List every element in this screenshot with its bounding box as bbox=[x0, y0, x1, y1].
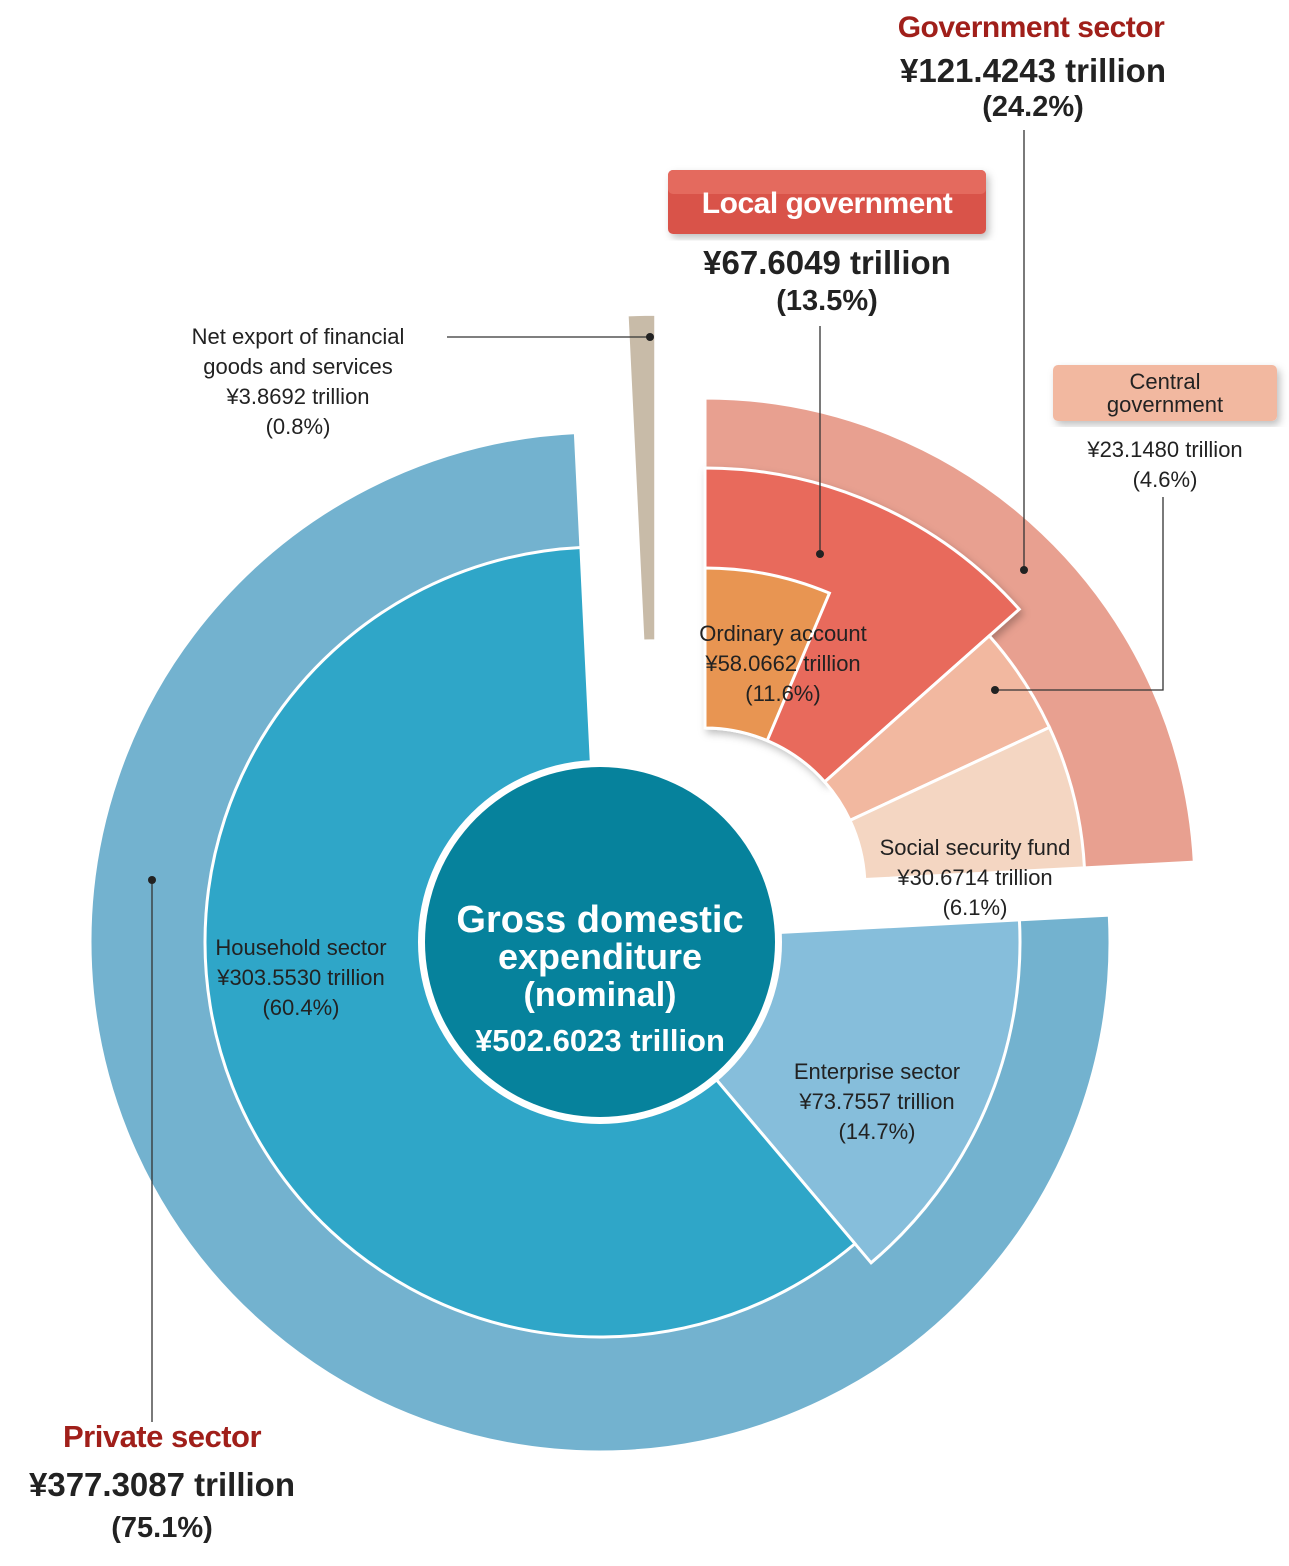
government-sector-pct: (24.2%) bbox=[982, 91, 1084, 123]
private-sector-name: Private sector bbox=[63, 1419, 261, 1454]
chart-slices bbox=[88, 314, 1196, 1454]
local-government-value: ¥67.6049 trillion bbox=[703, 244, 951, 281]
leader-dot-government-sector bbox=[1020, 566, 1028, 574]
slice-social-security-fund bbox=[848, 725, 1087, 882]
center-title-line1: Gross domestic bbox=[456, 899, 743, 941]
household-sector-label: Household sector ¥303.5530 trillion (60.… bbox=[215, 935, 386, 1020]
household-sector-value: ¥303.5530 trillion bbox=[216, 965, 385, 990]
center-total: ¥502.6023 trillion bbox=[475, 1023, 725, 1058]
net-export-name-line2: goods and services bbox=[203, 354, 393, 379]
leader-lines bbox=[151, 130, 1164, 1422]
net-export-value: ¥3.8692 trillion bbox=[225, 384, 369, 409]
government-sector-value: ¥121.4243 trillion bbox=[900, 52, 1166, 89]
ordinary-account-pct: (11.6%) bbox=[745, 681, 820, 706]
enterprise-sector-label: Enterprise sector ¥73.7557 trillion (14.… bbox=[794, 1059, 960, 1144]
center-title-line3: (nominal) bbox=[524, 976, 677, 1014]
leader-dot-local-government bbox=[816, 550, 824, 558]
central-government-label: Central government ¥23.1480 trillion (4.… bbox=[1053, 365, 1277, 492]
private-sector-label: Private sector ¥377.3087 trillion (75.1%… bbox=[29, 1419, 295, 1544]
private-sector-value: ¥377.3087 trillion bbox=[29, 1466, 295, 1503]
local-government-pct: (13.5%) bbox=[776, 285, 878, 317]
ordinary-account-value: ¥58.0662 trillion bbox=[704, 651, 860, 676]
government-sector-label: Government sector ¥121.4243 trillion (24… bbox=[898, 11, 1166, 123]
enterprise-sector-name: Enterprise sector bbox=[794, 1059, 960, 1084]
leader-line-central-government bbox=[995, 497, 1164, 691]
slice-net-export bbox=[627, 314, 656, 642]
local-government-label: Local government ¥67.6049 trillion (13.5… bbox=[668, 170, 986, 317]
ordinary-account-label: Ordinary account ¥58.0662 trillion (11.6… bbox=[699, 621, 867, 706]
slice-ordinary-account bbox=[703, 566, 832, 743]
center-disc: Gross domestic expenditure (nominal) ¥50… bbox=[418, 760, 782, 1124]
local-government-name: Local government bbox=[702, 187, 953, 220]
central-government-value: ¥23.1480 trillion bbox=[1086, 437, 1242, 462]
net-export-pct: (0.8%) bbox=[266, 414, 331, 439]
social-security-pct: (6.1%) bbox=[943, 895, 1008, 920]
leader-dot-private-sector bbox=[148, 876, 156, 884]
central-government-name-line1: Central bbox=[1130, 369, 1201, 394]
leader-dot-net-export bbox=[646, 333, 654, 341]
ordinary-account-name: Ordinary account bbox=[699, 621, 867, 646]
social-security-name: Social security fund bbox=[880, 835, 1071, 860]
social-security-label: Social security fund ¥30.6714 trillion (… bbox=[880, 835, 1071, 920]
central-government-name-line2: government bbox=[1107, 392, 1223, 417]
enterprise-sector-pct: (14.7%) bbox=[838, 1119, 915, 1144]
enterprise-sector-value: ¥73.7557 trillion bbox=[798, 1089, 954, 1114]
net-export-name-line1: Net export of financial bbox=[192, 324, 405, 349]
center-title-line2: expenditure bbox=[498, 936, 702, 977]
private-sector-pct: (75.1%) bbox=[111, 1512, 213, 1544]
household-sector-pct: (60.4%) bbox=[262, 995, 339, 1020]
net-export-label: Net export of financial goods and servic… bbox=[192, 324, 405, 439]
central-government-pct: (4.6%) bbox=[1133, 467, 1198, 492]
leader-dot-central-government bbox=[991, 686, 999, 694]
household-sector-name: Household sector bbox=[215, 935, 386, 960]
government-sector-name: Government sector bbox=[898, 11, 1165, 44]
leader-dots bbox=[148, 333, 1028, 884]
social-security-value: ¥30.6714 trillion bbox=[896, 865, 1052, 890]
